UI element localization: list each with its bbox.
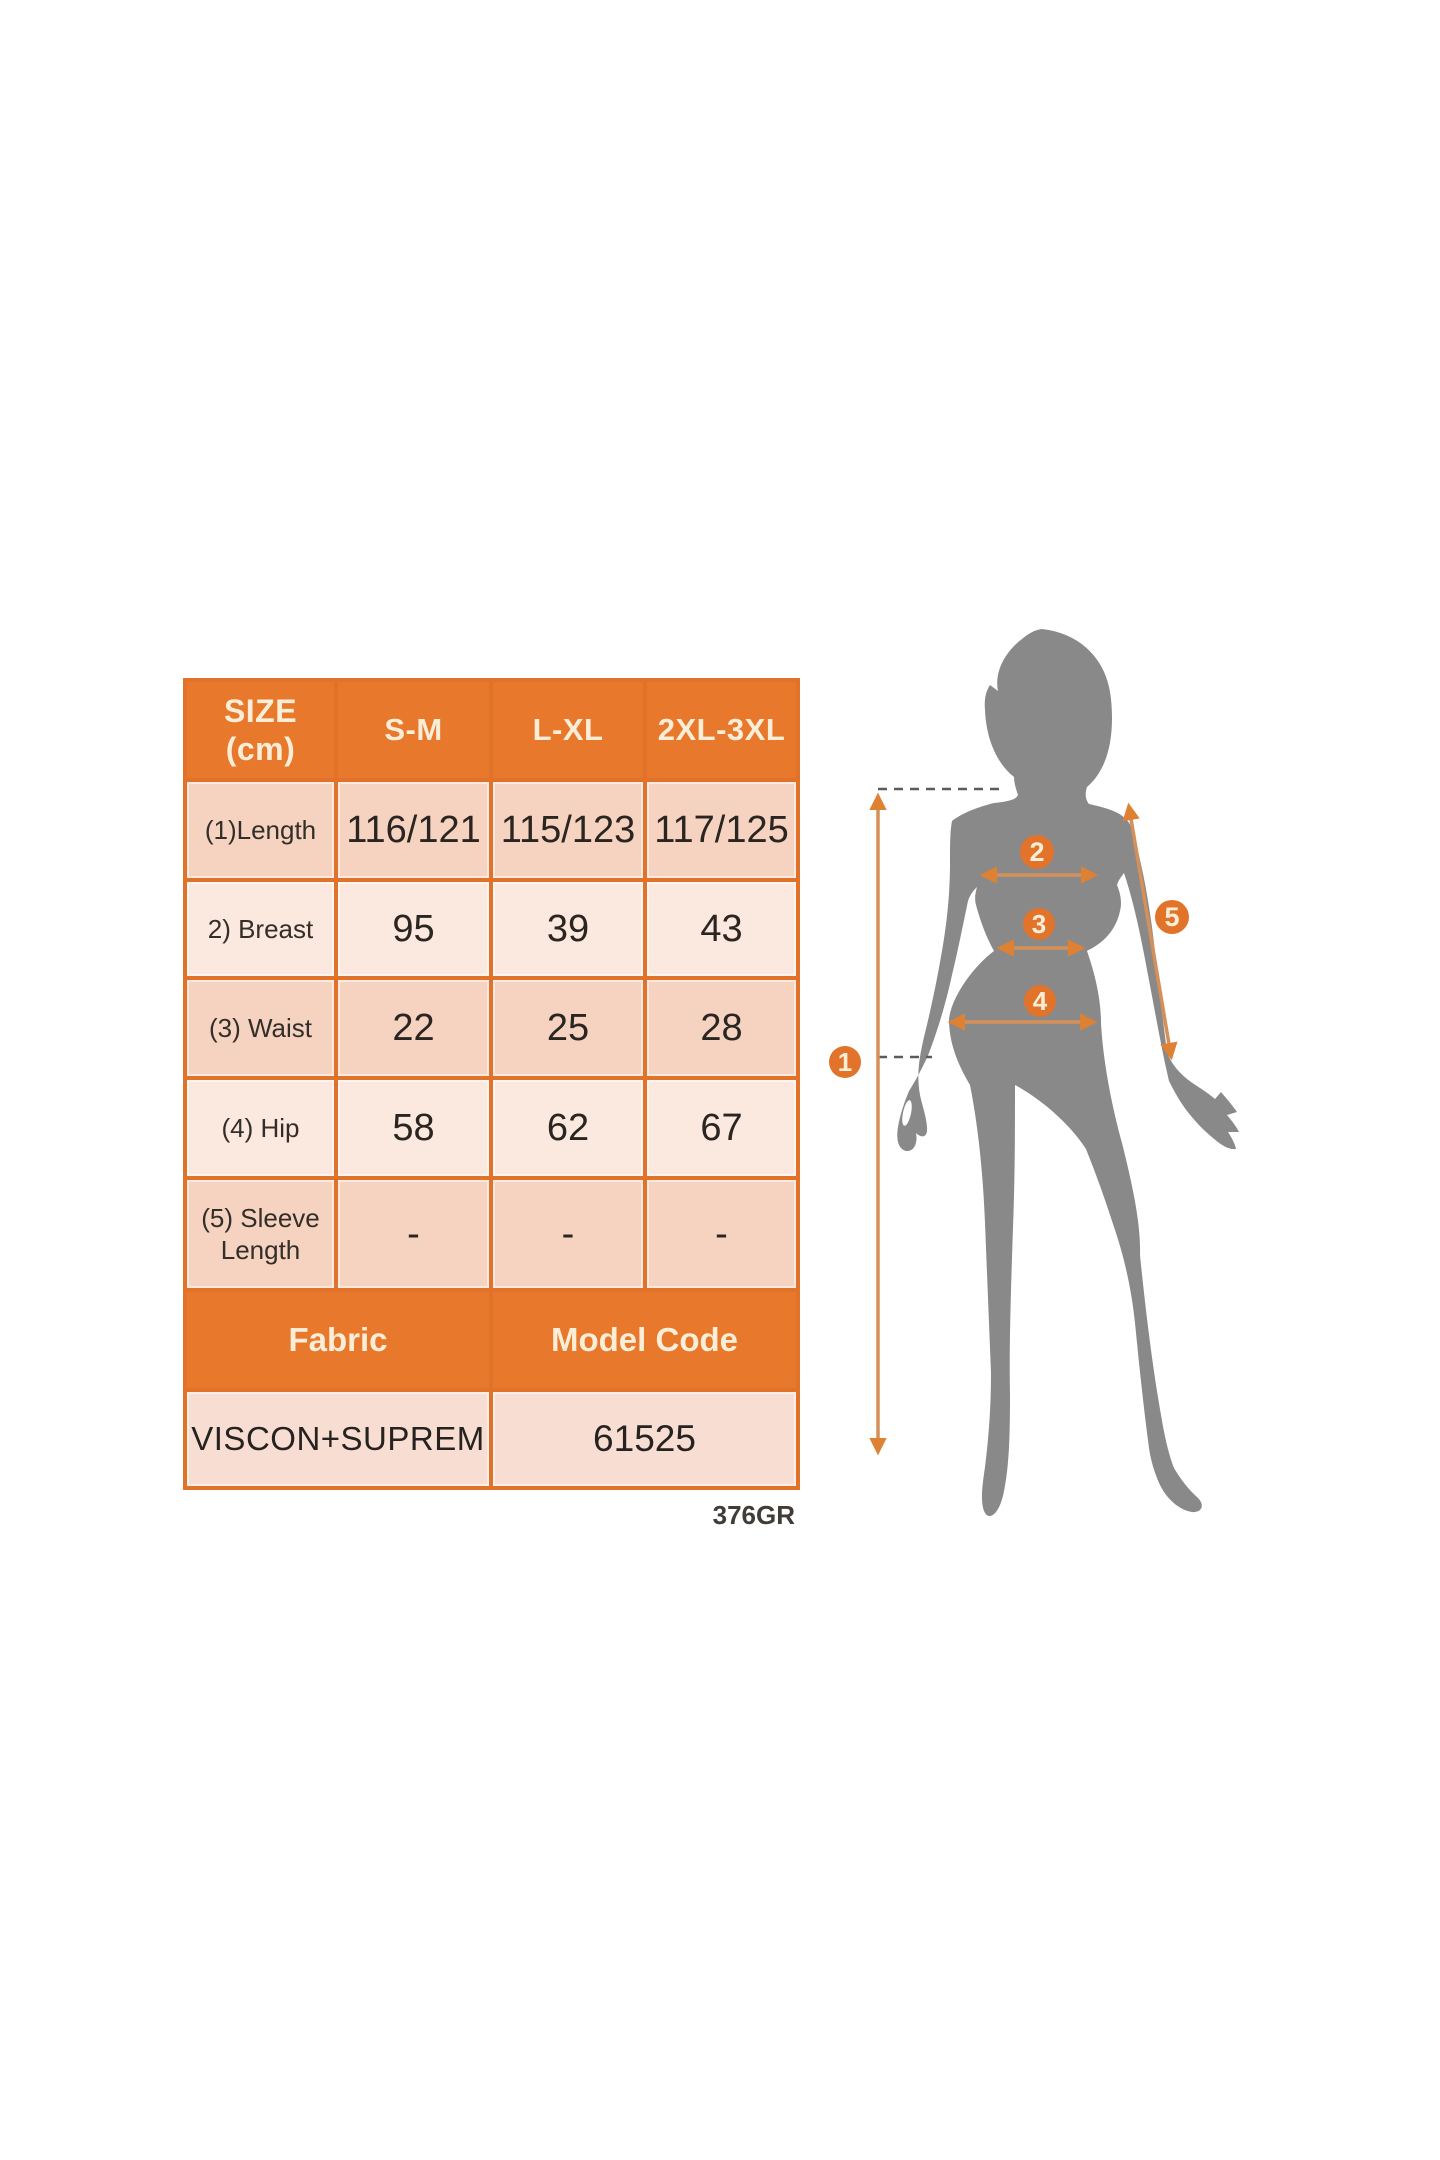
marker-circle-5: 5 [1155,900,1189,934]
fabric-header: Fabric [187,1292,489,1388]
size-label-line1: SIZE [223,692,298,729]
hip-row-label: (4) Hip [187,1080,334,1176]
header-cell-l-xl: L-XL [493,682,643,778]
breast-value-2xl: 43 [647,882,796,976]
waist-value-sm: 22 [338,980,489,1076]
header-cell-size-cm: SIZE (cm) [187,682,334,778]
breast-value-lxl: 39 [493,882,643,976]
body-silhouette [897,629,1239,1517]
size-table: SIZE (cm) S-M L-XL 2XL-3XL (1)Length 116… [183,678,800,1490]
sleeve-value-2xl: - [647,1180,796,1288]
marker-circle-3: 3 [1023,908,1055,940]
marker-circle-1: 1 [829,1046,861,1078]
header-cell-2xl-3xl: 2XL-3XL [647,682,796,778]
marker-number-3: 3 [1032,909,1046,939]
size-label-line2: (cm) [225,731,296,767]
breast-value-sm: 95 [338,882,489,976]
marker-circle-4: 4 [1024,985,1056,1017]
sleeve-row-label: (5) Sleeve Length [187,1180,334,1288]
waist-value-2xl: 28 [647,980,796,1076]
marker-circle-2: 2 [1020,835,1054,869]
hand-gap [902,1100,912,1126]
header-cell-s-m: S-M [338,682,489,778]
length-value-lxl: 115/123 [493,782,643,878]
fabric-value: VISCON+SUPREM [187,1392,489,1486]
breast-row-label: 2) Breast [187,882,334,976]
sleeve-value-lxl: - [493,1180,643,1288]
marker-number-2: 2 [1029,837,1044,867]
length-row-label: (1)Length [187,782,334,878]
style-code: 376GR [712,1500,795,1530]
hip-value-sm: 58 [338,1080,489,1176]
model-code-value: 61525 [493,1392,796,1486]
marker-number-5: 5 [1164,902,1179,932]
marker-number-1: 1 [838,1047,852,1077]
marker-number-4: 4 [1033,986,1048,1016]
measurement-figure-svg: 1 2 3 4 5 [829,629,1239,1517]
measurement-figure: 1 2 3 4 5 [810,615,1260,1545]
sleeve-value-sm: - [338,1180,489,1288]
model-code-header: Model Code [493,1292,796,1388]
hip-value-2xl: 67 [647,1080,796,1176]
sleeve-arrow [1122,802,1178,1061]
waist-row-label: (3) Waist [187,980,334,1076]
length-value-sm: 116/121 [338,782,489,878]
waist-value-lxl: 25 [493,980,643,1076]
length-value-2xl: 117/125 [647,782,796,878]
hip-value-lxl: 62 [493,1080,643,1176]
